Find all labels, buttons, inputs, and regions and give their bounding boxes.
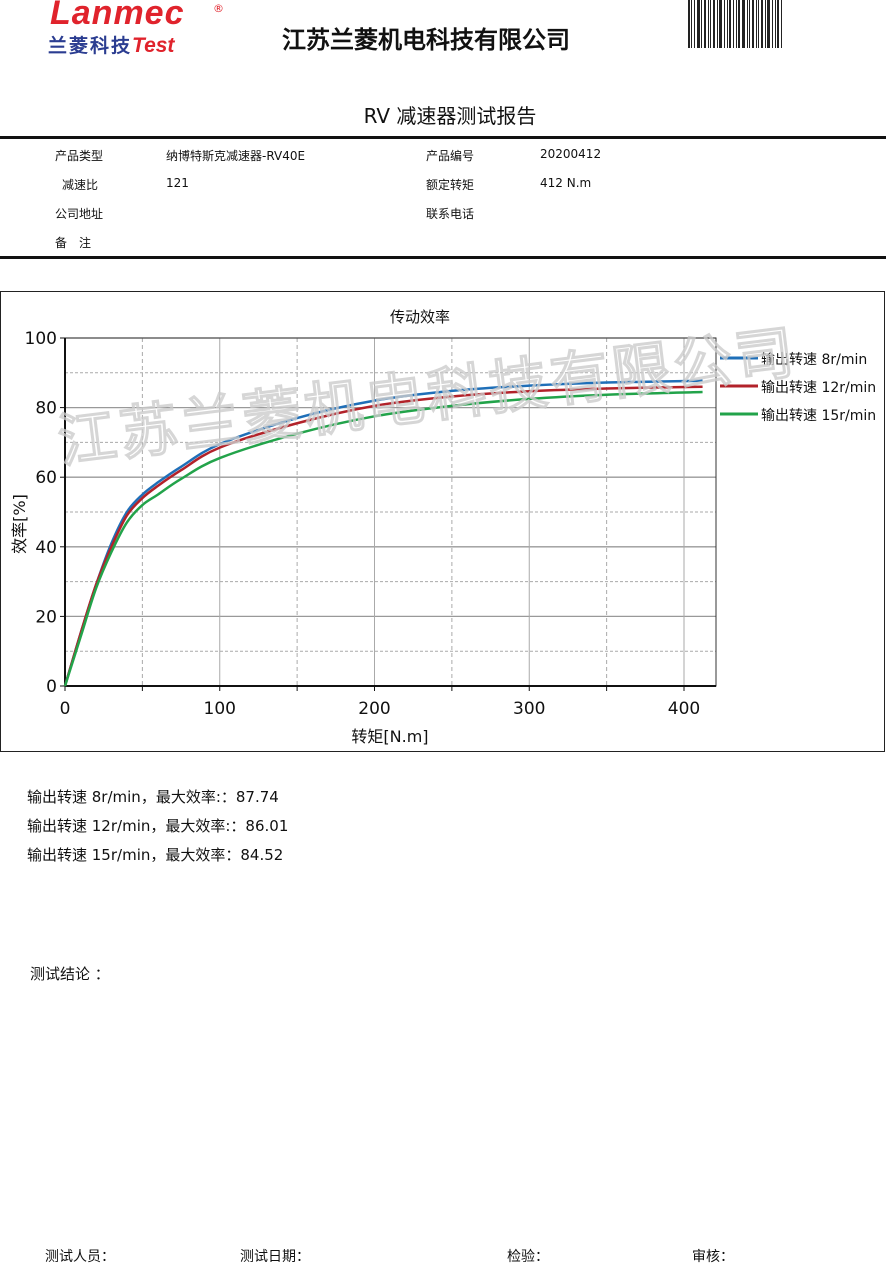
product-no-value: 20200412	[540, 147, 602, 161]
barcode-bar	[747, 0, 748, 48]
barcode-bar	[749, 0, 750, 48]
barcode-bar	[738, 0, 740, 48]
logo-registered-mark: ®	[213, 2, 224, 15]
tester-label: 测试人员：	[45, 1249, 115, 1265]
divider	[0, 136, 886, 139]
result-line: 输出转速 15r/min，最大效率：84.52	[27, 846, 284, 864]
y-axis-label: 效率[%]	[10, 494, 29, 554]
y-tick-label: 100	[25, 329, 57, 349]
review-label: 审核：	[692, 1249, 734, 1265]
y-tick-label: 80	[35, 399, 57, 419]
barcode-bar	[767, 0, 770, 48]
barcode-bar	[761, 0, 763, 48]
barcode-bar	[742, 0, 745, 48]
barcode-bar	[752, 0, 754, 48]
rated-torque-label: 额定转矩	[426, 178, 475, 192]
y-tick-label: 60	[35, 468, 57, 488]
barcode-bar	[691, 0, 692, 48]
barcode-bar	[719, 0, 722, 48]
barcode-bar	[765, 0, 766, 48]
barcode-bar	[704, 0, 706, 48]
x-axis-label: 转矩[N.m]	[351, 727, 428, 746]
legend-label: 输出转速 12r/min	[761, 380, 876, 396]
report-title: RV 减速器测试报告	[363, 104, 537, 128]
y-tick-label: 40	[35, 538, 57, 558]
conclusion-label: 测试结论 ：	[30, 965, 110, 983]
barcode-bar	[733, 0, 734, 48]
y-tick-label: 0	[46, 677, 57, 697]
x-tick-label: 0	[60, 699, 71, 719]
company-name: 江苏兰菱机电科技有限公司	[282, 26, 570, 54]
barcode-bar	[697, 0, 700, 48]
barcode-bar	[736, 0, 737, 48]
product-no-label: 产品编号	[426, 149, 475, 163]
remark-label: 备 注	[55, 236, 92, 250]
ratio-value: 121	[166, 176, 189, 190]
logo-test: Test	[132, 34, 175, 57]
y-tick-label: 20	[35, 607, 57, 627]
result-line: 输出转速 8r/min，最大效率:：87.74	[27, 788, 279, 806]
barcode-bar	[781, 0, 782, 48]
barcode-bar	[724, 0, 725, 48]
inspection-label: 检验：	[507, 1249, 549, 1265]
efficiency-chart: 0 100 200 300 400 0 20 40 60 80 100 传动效率转矩[N.m] 效率[%…	[0, 291, 885, 752]
barcode-bar	[701, 0, 702, 48]
barcode-bar	[777, 0, 779, 48]
series-line	[63, 390, 703, 687]
barcode-bar	[775, 0, 776, 48]
watermark: 江苏兰菱机电科技有限公司	[54, 318, 801, 476]
barcode-bar	[756, 0, 757, 48]
x-tick-label: 200	[358, 699, 390, 719]
result-line: 输出转速 12r/min，最大效率:：86.01	[27, 817, 289, 835]
barcode-bar	[694, 0, 695, 48]
barcode-bar	[727, 0, 728, 48]
barcode-bar	[717, 0, 718, 48]
x-tick-label: 100	[204, 699, 236, 719]
barcode-bar	[772, 0, 773, 48]
ratio-label: 减速比	[62, 178, 99, 192]
divider	[0, 256, 886, 259]
product-type-label: 产品类型	[55, 149, 104, 163]
phone-label: 联系电话	[426, 207, 475, 221]
series-line	[63, 385, 703, 687]
logo-subtitle: 兰菱科技Test	[48, 31, 174, 58]
logo: Lanmec	[50, 0, 185, 32]
x-tick-label: 400	[668, 699, 700, 719]
legend-label: 输出转速 8r/min	[761, 352, 867, 368]
product-type-value: 纳博特斯克减速器-RV40E	[166, 149, 306, 163]
test-date-label: 测试日期：	[240, 1249, 310, 1265]
rated-torque-value: 412 N.m	[540, 176, 592, 190]
legend-label: 输出转速 15r/min	[761, 408, 876, 424]
barcode-bar	[710, 0, 711, 48]
logo-cn: 兰菱科技	[48, 35, 133, 57]
barcode-bar	[729, 0, 731, 48]
x-tick-label: 300	[513, 699, 545, 719]
barcode-bar	[708, 0, 709, 48]
address-label: 公司地址	[55, 207, 104, 221]
barcode-bar	[758, 0, 759, 48]
barcode	[688, 0, 792, 48]
barcode-bar	[713, 0, 715, 48]
chart-title: 传动效率	[390, 308, 450, 326]
barcode-bar	[688, 0, 690, 48]
